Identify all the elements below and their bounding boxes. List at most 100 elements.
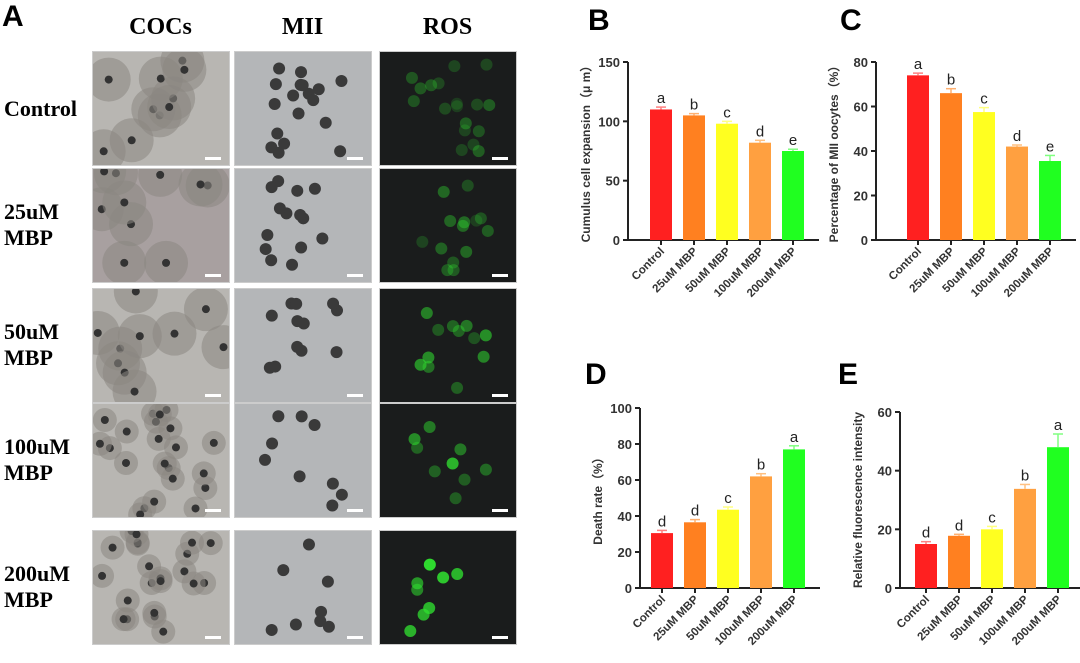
panel-a-label: A — [2, 0, 24, 33]
bar — [750, 476, 772, 588]
micrograph-cocs — [93, 289, 229, 402]
y-tick-label: 40 — [878, 464, 892, 479]
y-tick-label: 80 — [854, 55, 868, 70]
micrograph-mii — [235, 52, 371, 165]
bar — [948, 535, 970, 588]
bar — [940, 93, 962, 241]
significance-letter: e — [1046, 138, 1054, 155]
significance-letter: d — [1013, 128, 1021, 145]
y-tick-label: 20 — [618, 545, 632, 560]
significance-letter: d — [922, 525, 930, 542]
micrograph-ros — [380, 531, 516, 644]
significance-letter: e — [789, 132, 797, 149]
panel-label: E — [838, 358, 858, 391]
row-label-line: 200uM — [4, 561, 70, 586]
bar — [1006, 146, 1028, 240]
bar — [749, 142, 771, 240]
y-axis-label: Relative fluorescence intensity — [851, 412, 865, 588]
bar — [651, 533, 673, 588]
row-label-line: MBP — [4, 345, 53, 370]
bar — [907, 75, 929, 240]
micrograph-mii — [235, 289, 371, 402]
significance-letter: b — [757, 457, 765, 474]
y-tick-label: 60 — [854, 100, 868, 115]
significance-letter: d — [756, 123, 764, 140]
bar — [717, 509, 739, 588]
row-label-line: MBP — [4, 460, 53, 485]
y-axis-label: Percentage of MII oocytes（%） — [826, 60, 841, 243]
micrograph-ros — [380, 169, 516, 282]
micrograph-ros — [380, 404, 516, 517]
y-tick-label: 150 — [598, 55, 620, 70]
y-tick-label: 100 — [610, 401, 632, 416]
y-tick-label: 0 — [625, 581, 632, 596]
bar — [973, 112, 995, 240]
panel-label: D — [585, 358, 607, 391]
chart-e: E 0 20 40 60 Relative fluorescence intensity d… — [838, 358, 1080, 648]
row-label: Control — [4, 96, 92, 122]
bar — [915, 544, 937, 588]
micrograph-cocs — [93, 52, 229, 165]
micrograph-cocs — [93, 404, 229, 517]
bar — [981, 529, 1003, 588]
significance-letter: d — [691, 503, 699, 520]
bar — [1014, 488, 1036, 588]
row-label-line: 100uM — [4, 434, 70, 459]
y-tick-label: 0 — [885, 581, 892, 596]
row-label-line: 25uM — [4, 199, 59, 224]
bar — [684, 522, 706, 588]
y-axis-label: Cumulus cell expansion（μ m） — [578, 60, 593, 243]
y-tick-label: 60 — [878, 405, 892, 420]
significance-letter: b — [690, 97, 698, 114]
bar — [783, 449, 805, 588]
y-tick-label: 40 — [618, 509, 632, 524]
row-label: 200uM MBP — [4, 561, 92, 613]
y-tick-label: 20 — [854, 189, 868, 204]
significance-letter: a — [657, 90, 666, 107]
significance-letter: b — [1021, 467, 1029, 484]
y-tick-label: 50 — [606, 174, 620, 189]
micrograph-ros — [380, 52, 516, 165]
micrograph-mii — [235, 169, 371, 282]
y-tick-label: 60 — [618, 473, 632, 488]
row-label-line: 50uM — [4, 319, 59, 344]
bar — [1039, 161, 1061, 240]
significance-letter: c — [980, 91, 988, 108]
y-tick-label: 0 — [613, 233, 620, 248]
significance-letter: a — [914, 56, 923, 73]
significance-letter: b — [947, 72, 955, 89]
panel-label: B — [588, 4, 610, 37]
significance-letter: a — [1054, 417, 1063, 434]
significance-letter: c — [723, 104, 731, 121]
column-header-cocs: COCs — [129, 14, 192, 40]
row-label: 100uM MBP — [4, 434, 92, 486]
micrograph-cocs — [93, 169, 229, 282]
column-header-ros: ROS — [422, 14, 473, 40]
bar — [782, 151, 804, 240]
y-tick-label: 20 — [878, 522, 892, 537]
row-label-line: Control — [4, 96, 77, 121]
y-tick-label: 0 — [861, 233, 868, 248]
significance-letter: c — [988, 509, 996, 526]
micrograph-cocs — [93, 531, 229, 644]
y-tick-label: 100 — [598, 114, 620, 129]
micrograph-mii — [235, 531, 371, 644]
y-tick-label: 80 — [618, 437, 632, 452]
significance-letter: c — [724, 490, 732, 507]
y-tick-label: 40 — [854, 144, 868, 159]
bar — [1047, 447, 1069, 588]
bar — [650, 109, 672, 240]
row-label: 25uM MBP — [4, 199, 92, 251]
row-label-line: MBP — [4, 587, 53, 612]
significance-letter: d — [658, 513, 666, 530]
y-axis-label: Death rate（%） — [590, 451, 605, 544]
row-label-line: MBP — [4, 225, 53, 250]
panel-label: C — [840, 4, 862, 37]
significance-letter: d — [955, 517, 963, 534]
micrograph-ros — [380, 289, 516, 402]
bar — [716, 123, 738, 240]
